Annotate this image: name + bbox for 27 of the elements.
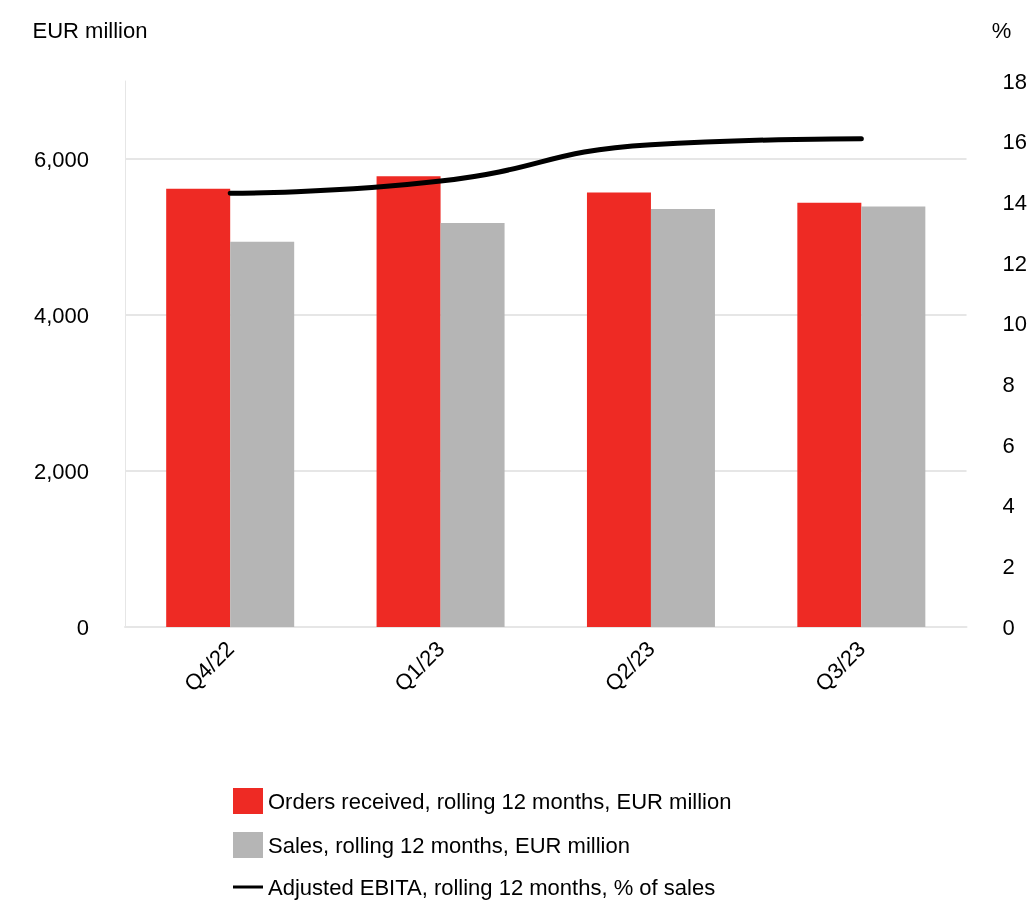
bar	[797, 202, 862, 627]
y-axis-title: EUR million	[32, 17, 148, 43]
y2-tick-label: 6	[1002, 432, 1015, 458]
y-tick-label: 6,000	[33, 146, 89, 172]
bar	[650, 208, 715, 627]
y2-tick-label: 4	[1002, 493, 1015, 519]
y2-tick-label: 16	[1002, 129, 1028, 155]
y2-tick-label: 10	[1002, 311, 1028, 337]
y2-axis-title: %	[991, 17, 1012, 43]
y-tick-label: 0	[76, 614, 89, 640]
y2-tick-label: 2	[1002, 553, 1015, 579]
y2-tick-label: 14	[1002, 189, 1028, 215]
y2-tick-label: 18	[1002, 68, 1028, 94]
bar	[376, 176, 441, 627]
legend-label: Orders received, rolling 12 months, EUR million	[268, 788, 732, 814]
y2-tick-label: 12	[1002, 250, 1028, 276]
y2-tick-label: 0	[1002, 614, 1015, 640]
y2-tick-label: 8	[1002, 371, 1015, 397]
legend-label: Adjusted EBITA, rolling 12 months, % of sales	[268, 874, 716, 900]
bar	[861, 206, 926, 627]
bar	[166, 188, 231, 627]
legend-label: Sales, rolling 12 months, EUR million	[268, 832, 630, 858]
bar	[440, 222, 505, 627]
y-tick-label: 4,000	[33, 302, 89, 328]
y-tick-label: 2,000	[33, 458, 89, 484]
bar	[230, 241, 295, 627]
bar	[586, 192, 651, 627]
